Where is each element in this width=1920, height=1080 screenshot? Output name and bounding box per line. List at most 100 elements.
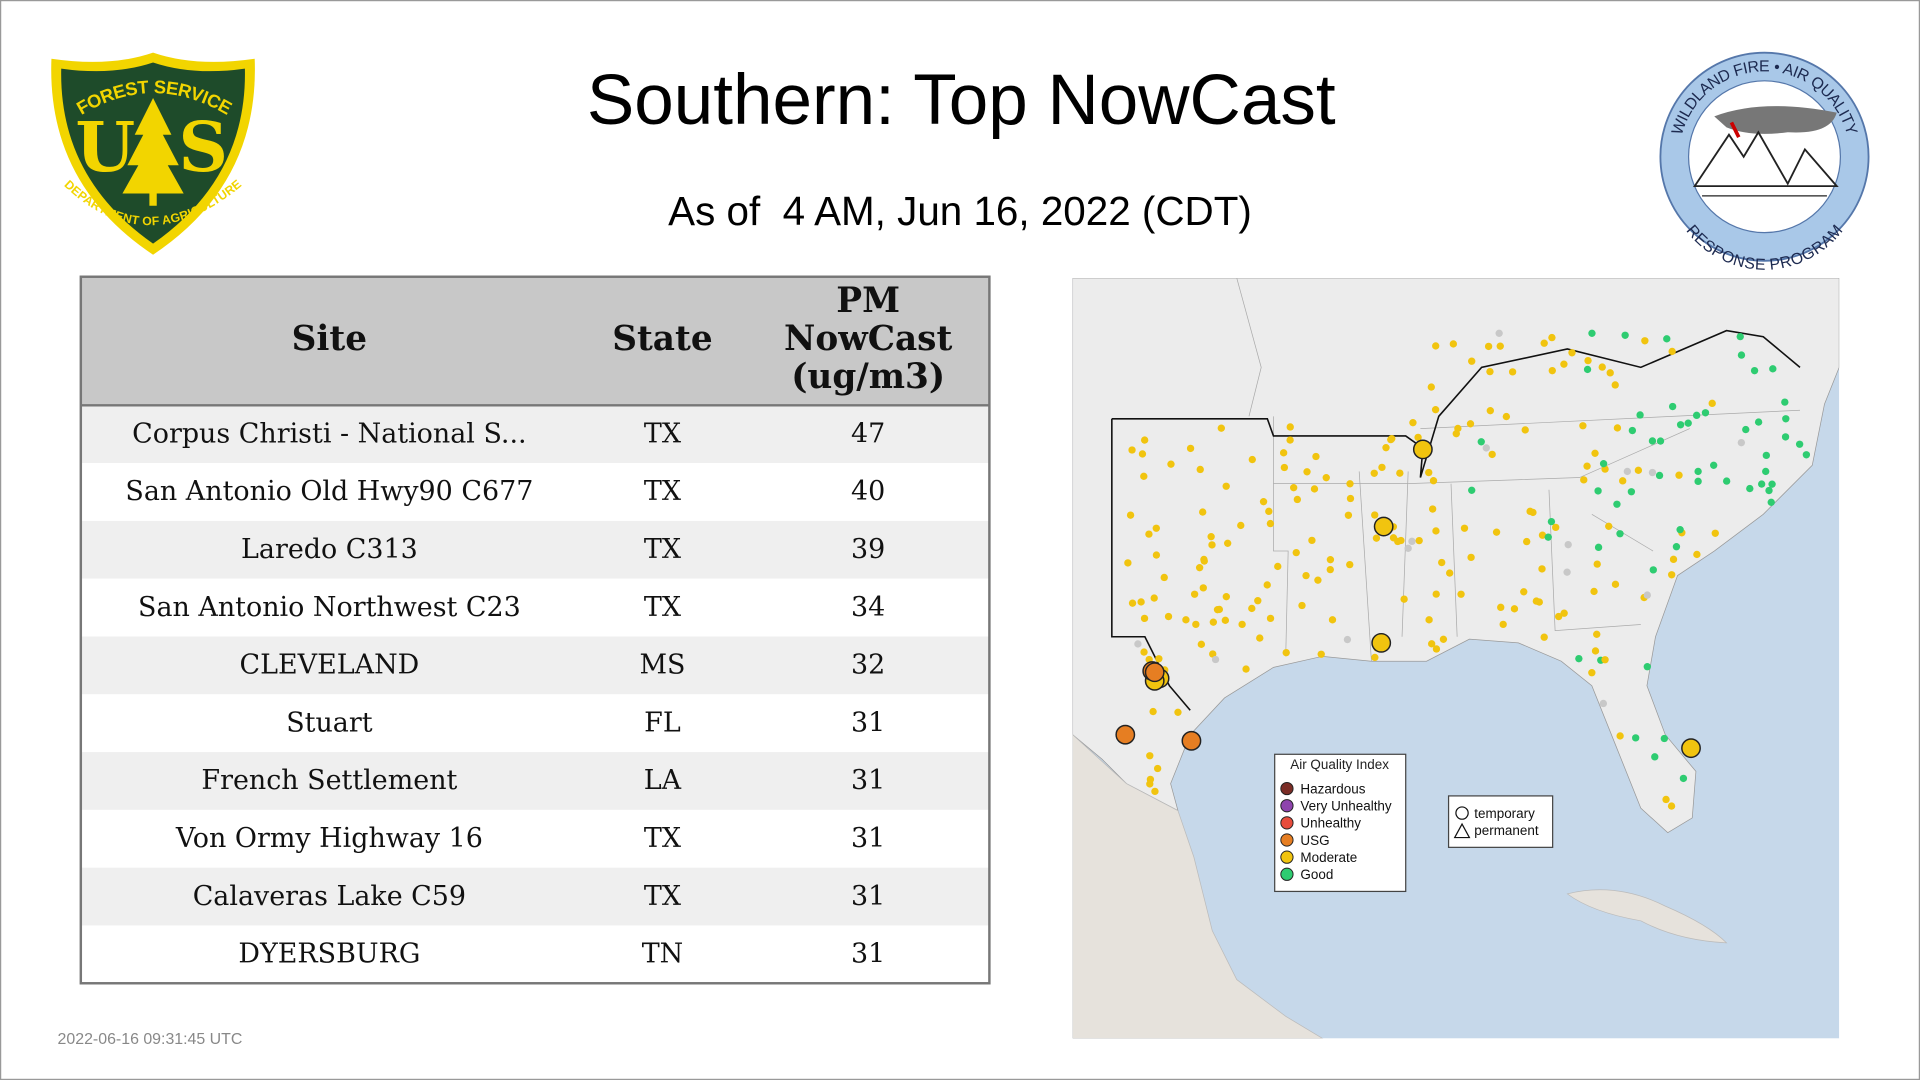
site-dot	[1293, 495, 1302, 504]
site-dot	[1606, 369, 1614, 377]
table-cell: MS	[639, 650, 685, 681]
table-cell: French Settlement	[201, 765, 457, 796]
site-dot	[1762, 467, 1770, 476]
site-dot	[1199, 508, 1207, 516]
site-dot	[1535, 598, 1543, 606]
legend-swatch	[1280, 781, 1294, 796]
site-dot	[1274, 562, 1282, 571]
site-dot	[1619, 477, 1627, 485]
site-dot	[1282, 648, 1290, 657]
site-dot	[1526, 507, 1534, 516]
site-dot	[1552, 523, 1560, 532]
site-dot	[1583, 365, 1592, 374]
site-dot	[1692, 411, 1701, 420]
logo-letter: U	[75, 108, 135, 188]
state-line	[1401, 471, 1409, 637]
site-dot	[1280, 463, 1289, 472]
state-line	[1450, 483, 1458, 637]
site-dot	[1256, 634, 1264, 642]
site-dot	[1613, 500, 1621, 508]
site-marker	[1373, 516, 1394, 537]
site-dot	[1742, 425, 1750, 434]
site-dot	[1439, 635, 1448, 643]
column-header: PM	[836, 281, 900, 321]
column-header: NowCast	[784, 319, 952, 359]
site-dot	[1346, 494, 1355, 503]
site-dot	[1575, 654, 1583, 663]
table: Corpus Christi - National S... TX 47 San An…	[79, 275, 991, 985]
site-dot	[1593, 630, 1601, 638]
legend-box	[1274, 753, 1407, 893]
site-dot	[1286, 423, 1294, 431]
table-border	[79, 275, 991, 985]
site-dot	[1404, 544, 1412, 552]
site-dot	[1138, 450, 1147, 458]
legend: Hazardous Very Unhealthy Unhealthy USG Moder…	[1280, 781, 1392, 882]
site-dot	[1432, 645, 1441, 653]
table-cell: San Antonio Northwest C23	[138, 592, 521, 623]
site-dot	[1636, 411, 1644, 419]
site-dot	[1454, 424, 1462, 433]
site-dot	[1765, 486, 1773, 495]
site-dot	[1693, 550, 1701, 559]
site-dot	[1208, 541, 1216, 549]
table-cell: TX	[644, 823, 682, 854]
site-dot	[1510, 605, 1519, 613]
row-bg	[80, 867, 990, 926]
table-cell: 31	[851, 939, 885, 970]
site-dot	[1672, 543, 1681, 551]
table-cell: 40	[851, 476, 885, 507]
row-bg	[80, 578, 990, 637]
site-dot	[1668, 571, 1676, 579]
site-dot	[1502, 412, 1511, 421]
site-dot	[1679, 774, 1688, 783]
site-dot	[1495, 329, 1503, 337]
site-dot	[1601, 656, 1609, 664]
site-dot	[1317, 650, 1325, 658]
site-dot	[1560, 360, 1568, 368]
header-bg	[80, 276, 990, 406]
shape-icon	[1453, 822, 1471, 839]
cuba	[1566, 889, 1728, 944]
flag	[1729, 121, 1741, 138]
legend-swatch	[1280, 799, 1294, 813]
site-dot	[1588, 669, 1596, 677]
site-dot	[1312, 452, 1320, 461]
site-dot	[1521, 426, 1529, 434]
site-dot	[1344, 511, 1353, 519]
site-dot	[1746, 484, 1754, 493]
site-dot	[1590, 587, 1598, 596]
row-bg	[80, 694, 990, 753]
site-dot	[1140, 648, 1148, 656]
site-dot	[1222, 482, 1230, 490]
state-line	[1420, 409, 1801, 429]
site-dot	[1781, 398, 1789, 406]
logo-letter: S	[179, 108, 229, 188]
site-dot	[1167, 460, 1175, 468]
table-cell: TX	[644, 881, 682, 912]
site-dot	[1215, 605, 1224, 614]
site-dot	[1758, 480, 1766, 488]
site-dot	[1303, 468, 1311, 476]
site-dot	[1540, 339, 1548, 347]
site-marker	[1371, 632, 1392, 653]
site-dot	[1146, 752, 1154, 760]
legend-swatch	[1280, 833, 1294, 847]
site-dot	[1593, 560, 1601, 568]
site-dot	[1632, 734, 1640, 742]
site-dot	[1155, 655, 1163, 663]
site-dot	[1248, 604, 1256, 613]
site-dot	[1140, 436, 1149, 444]
site-dot	[1195, 564, 1204, 572]
site-dot	[1588, 329, 1596, 337]
site-dot	[1237, 521, 1245, 530]
table-cell: LA	[644, 765, 682, 796]
site-dot	[1432, 590, 1440, 598]
site-dot	[1343, 635, 1352, 644]
site-dot	[1370, 469, 1378, 477]
site-dot	[1616, 732, 1624, 740]
site-dot	[1684, 419, 1692, 427]
site-dot	[1292, 548, 1300, 557]
